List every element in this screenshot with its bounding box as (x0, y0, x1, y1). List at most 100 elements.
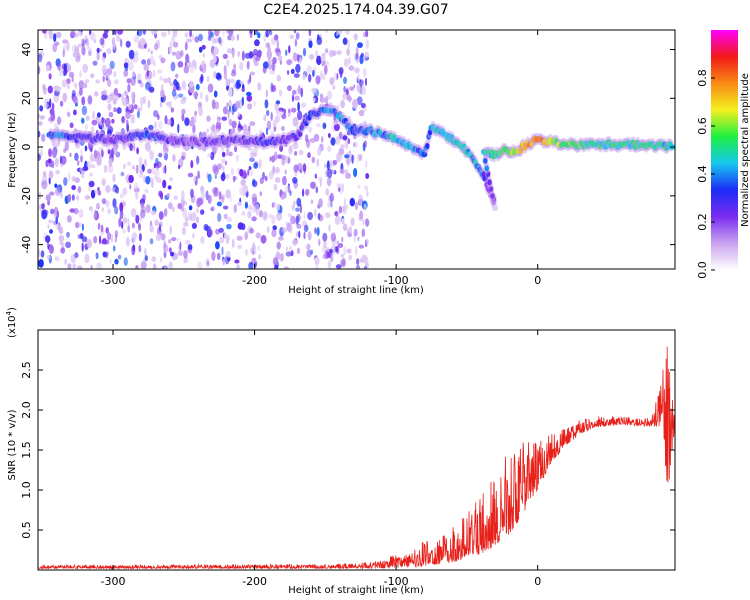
noise-speckle (60, 247, 66, 254)
noise-speckle (210, 125, 213, 132)
noise-speckle (149, 177, 154, 182)
noise-speckle (41, 180, 48, 190)
noise-speckle (318, 238, 321, 247)
noise-speckle (72, 263, 76, 269)
noise-speckle (327, 201, 331, 208)
noise-speckle (80, 149, 83, 156)
noise-speckle (179, 241, 182, 251)
ridge-segment (485, 171, 491, 177)
noise-speckle (178, 164, 181, 170)
colorbar-ticks: 0.0 0.2 0.4 0.6 0.8 (696, 69, 715, 279)
noise-speckle (221, 151, 226, 158)
noise-speckle (164, 164, 167, 174)
noise-speckle (106, 79, 112, 87)
noise-speckle (349, 225, 352, 235)
noise-speckle (92, 110, 95, 120)
noise-speckle (257, 82, 262, 91)
noise-speckle (259, 210, 263, 218)
noise-speckle (79, 167, 83, 173)
noise-speckle (101, 198, 107, 205)
noise-speckle (172, 154, 176, 162)
noise-speckle (122, 187, 128, 196)
noise-speckle (338, 206, 343, 214)
noise-speckle (101, 178, 106, 186)
noise-speckle (265, 127, 269, 136)
noise-speckle (167, 77, 171, 84)
noise-speckle (50, 208, 55, 215)
noise-speckle (127, 103, 132, 111)
noise-speckle (272, 119, 277, 128)
noise-speckle (194, 110, 198, 117)
noise-speckle (63, 69, 68, 75)
noise-speckle (127, 83, 131, 93)
noise-speckle (67, 172, 71, 182)
noise-speckle (185, 53, 190, 63)
noise-speckle (163, 240, 166, 249)
noise-speckle (175, 237, 181, 242)
noise-speckle (227, 109, 230, 119)
noise-speckle (41, 209, 47, 220)
noise-speckle (280, 194, 285, 201)
noise-speckle (81, 242, 84, 252)
noise-speckle (184, 239, 191, 245)
noise-speckle (340, 253, 344, 258)
noise-speckle (237, 128, 242, 134)
noise-speckle (84, 195, 91, 200)
noise-speckle (96, 51, 100, 61)
noise-speckle (290, 107, 297, 113)
noise-speckle (327, 260, 332, 269)
noise-speckle (254, 244, 257, 255)
noise-speckle (181, 80, 187, 90)
noise-speckle (225, 189, 231, 199)
noise-speckle (159, 257, 163, 263)
noise-speckle (229, 128, 233, 138)
noise-speckle (346, 248, 352, 254)
noise-speckle (133, 35, 140, 43)
noise-speckle (197, 197, 204, 206)
noise-speckle (253, 146, 258, 154)
noise-speckle (90, 264, 93, 269)
noise-speckle (122, 228, 126, 234)
noise-speckle (102, 238, 107, 245)
noise-speckle (325, 188, 330, 196)
noise-speckle (336, 104, 340, 113)
noise-speckle (129, 184, 132, 190)
noise-speckle (334, 136, 341, 145)
noise-speckle (112, 245, 116, 252)
noise-speckle (247, 79, 250, 85)
noise-speckle (189, 30, 192, 38)
noise-speckle (287, 157, 290, 164)
noise-speckle (298, 149, 304, 156)
noise-speckle (311, 156, 316, 164)
noise-speckle (328, 132, 331, 139)
noise-speckle (265, 42, 269, 49)
noise-speckle (237, 112, 240, 117)
noise-speckle (129, 143, 134, 152)
noise-speckle (346, 96, 352, 102)
noise-speckle (44, 102, 49, 109)
noise-speckle (317, 212, 321, 220)
noise-speckle (335, 245, 340, 255)
noise-speckle (336, 183, 342, 189)
noise-speckle (285, 251, 292, 257)
noise-speckle (342, 37, 348, 45)
noise-speckle (283, 108, 286, 115)
noise-speckle (183, 221, 189, 227)
noise-speckle (180, 205, 185, 212)
noise-speckle (294, 38, 298, 47)
noise-speckle (122, 217, 128, 224)
noise-speckle (164, 264, 169, 269)
noise-speckle (347, 39, 351, 50)
noise-speckle (310, 199, 314, 204)
noise-speckle (103, 164, 108, 173)
noise-speckle (259, 191, 262, 196)
noise-speckle (257, 32, 261, 39)
noise-speckle (123, 69, 129, 78)
noise-speckle (47, 224, 50, 229)
noise-speckle (68, 71, 75, 78)
noise-speckle (358, 194, 363, 204)
noise-speckle (312, 97, 316, 103)
noise-speckle (54, 157, 59, 167)
noise-speckle (254, 257, 257, 263)
noise-speckle (168, 247, 172, 253)
